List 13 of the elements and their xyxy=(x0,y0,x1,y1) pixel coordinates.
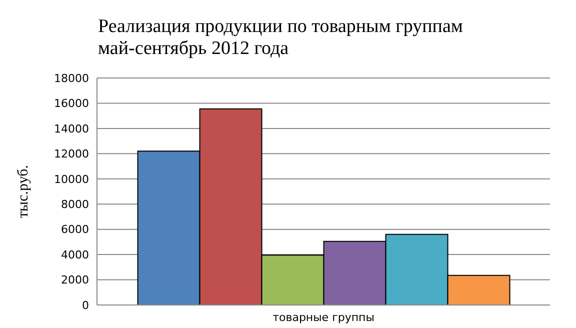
chart-title: Реализация продукции по товарным группам май-сентябрь 2012 года xyxy=(98,16,463,60)
y-tick-label: 10000 xyxy=(54,172,89,186)
y-tick-label: 14000 xyxy=(54,122,89,136)
y-tick-label: 18000 xyxy=(54,72,89,85)
y-tick-label: 12000 xyxy=(54,148,89,161)
y-tick-label: 0 xyxy=(82,298,89,312)
y-tick-label: 8000 xyxy=(61,198,89,212)
y-tick-label: 16000 xyxy=(54,97,89,110)
x-tick-label: товарные группы xyxy=(272,310,374,324)
y-axis-title: тыс.руб. xyxy=(15,164,32,218)
y-tick-label: 4000 xyxy=(61,248,89,262)
y-tick-label: 6000 xyxy=(61,223,89,236)
y-tick-label: 2000 xyxy=(61,274,89,287)
